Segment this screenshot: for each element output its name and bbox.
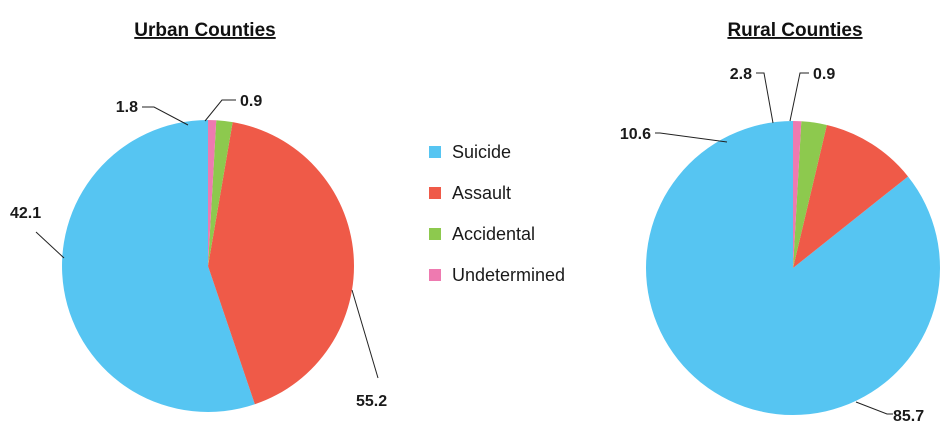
urban-leader-assault bbox=[35, 231, 65, 259]
rural-slice-suicide bbox=[645, 121, 940, 415]
urban-slice-suicide bbox=[62, 120, 255, 412]
urban-label-assault: 42.1 bbox=[10, 205, 41, 222]
rural-leader-assault bbox=[655, 132, 728, 143]
urban-label-accidental: 1.8 bbox=[116, 99, 138, 116]
rural-label-assault: 10.6 bbox=[620, 126, 651, 143]
rural-leader-undetermined bbox=[789, 72, 809, 122]
legend-label-undetermined: Undetermined bbox=[452, 265, 565, 285]
legend-swatch-accidental bbox=[429, 228, 441, 240]
legend-label-suicide: Suicide bbox=[452, 142, 511, 162]
urban-slice-accidental bbox=[208, 120, 233, 266]
urban-slice-undetermined bbox=[208, 119, 217, 266]
urban-leader-suicide bbox=[351, 289, 379, 379]
legend-label-assault: Assault bbox=[452, 183, 511, 203]
rural-chart-title: Rural Counties bbox=[727, 20, 862, 41]
rural-slice-accidental bbox=[793, 121, 827, 268]
rural-leader-accidental bbox=[756, 72, 774, 124]
legend-swatch-assault bbox=[429, 187, 441, 199]
rural-slice-undetermined bbox=[793, 120, 802, 268]
rural-label-undetermined: 0.9 bbox=[813, 66, 835, 83]
urban-label-undetermined: 0.9 bbox=[240, 93, 262, 110]
rural-leader-suicide bbox=[855, 401, 893, 415]
urban-leader-accidental bbox=[142, 106, 189, 126]
rural-label-accidental: 2.8 bbox=[730, 66, 752, 83]
rural-pie: 85.7 10.6 2.8 0.9 bbox=[620, 66, 940, 425]
legend-swatch-suicide bbox=[429, 146, 441, 158]
urban-chart-title: Urban Counties bbox=[134, 20, 275, 41]
legend-swatch-undetermined bbox=[429, 269, 441, 281]
legend-label-accidental: Accidental bbox=[452, 224, 535, 244]
rural-label-suicide: 85.7 bbox=[893, 408, 924, 425]
rural-slice-assault bbox=[793, 124, 909, 268]
urban-label-suicide: 55.2 bbox=[356, 393, 387, 410]
legend: Suicide Assault Accidental Undetermined bbox=[429, 142, 565, 285]
urban-leader-undetermined bbox=[204, 99, 236, 122]
urban-slice-assault bbox=[208, 122, 355, 405]
urban-pie: 55.2 42.1 1.8 0.9 bbox=[10, 93, 387, 412]
